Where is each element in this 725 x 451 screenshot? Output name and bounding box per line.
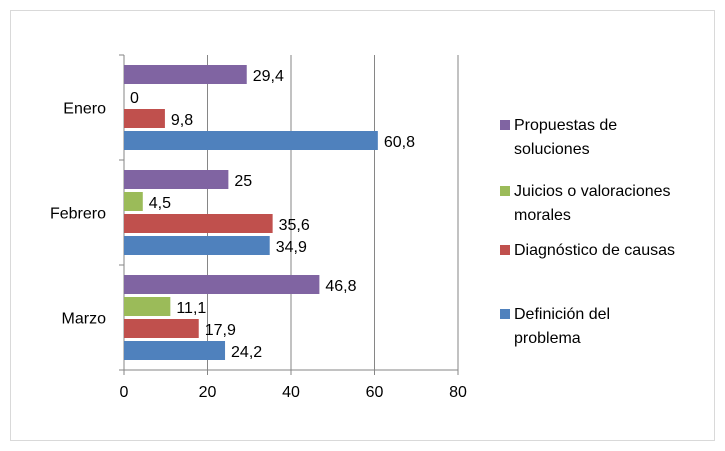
- bar: [124, 236, 270, 255]
- data-label: 24,2: [231, 344, 262, 361]
- legend-label: Juicios o valoraciones: [514, 183, 671, 200]
- legend-swatch: [500, 186, 510, 196]
- legend-swatch: [500, 245, 510, 255]
- bar: [124, 109, 165, 128]
- x-tick-label: 80: [449, 384, 467, 401]
- bar: [124, 275, 320, 294]
- legend-label: soluciones: [514, 141, 590, 158]
- data-label: 11,1: [176, 300, 206, 317]
- bar: [124, 131, 378, 150]
- bar: [124, 192, 143, 211]
- category-label: Febrero: [50, 206, 106, 223]
- legend-label: Diagnóstico de causas: [514, 242, 675, 259]
- category-label: Enero: [63, 101, 106, 118]
- x-tick-label: 40: [282, 384, 300, 401]
- bar: [124, 341, 226, 360]
- data-label: 0: [130, 90, 139, 107]
- x-tick-label: 20: [199, 384, 217, 401]
- category-label: Marzo: [62, 311, 107, 328]
- bar: [124, 214, 273, 233]
- data-label: 9,8: [171, 112, 193, 129]
- data-label: 35,6: [279, 217, 310, 234]
- bar: [124, 319, 199, 338]
- chart-frame: [10, 10, 715, 441]
- data-label: 29,4: [253, 68, 284, 85]
- x-tick-label: 0: [120, 384, 129, 401]
- bar: [124, 65, 247, 84]
- x-tick-label: 60: [366, 384, 384, 401]
- data-label: 34,9: [276, 239, 307, 256]
- data-label: 4,5: [149, 195, 171, 212]
- legend-swatch: [500, 309, 510, 319]
- legend-label: morales: [514, 207, 571, 224]
- legend-swatch: [500, 120, 510, 130]
- data-label: 46,8: [325, 278, 356, 295]
- data-label: 60,8: [384, 134, 415, 151]
- bar: [124, 170, 229, 189]
- legend-label: problema: [514, 330, 581, 347]
- data-label: 25: [234, 173, 252, 190]
- legend-label: Propuestas de: [514, 117, 617, 134]
- data-label: 17,9: [205, 322, 236, 339]
- bar: [124, 297, 171, 316]
- legend-label: Definición del: [514, 306, 610, 323]
